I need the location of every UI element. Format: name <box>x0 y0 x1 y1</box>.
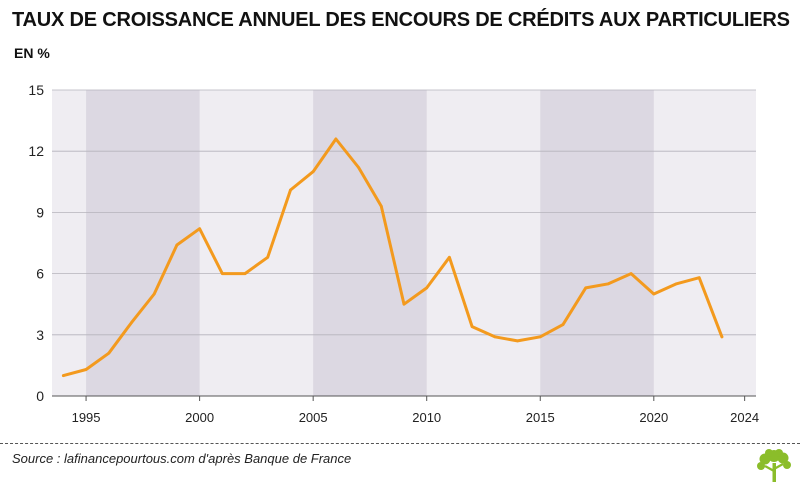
logo-branches <box>764 463 784 472</box>
data-point <box>516 339 519 343</box>
logo-leaf <box>765 449 773 457</box>
data-point <box>607 282 610 286</box>
data-point <box>198 227 201 231</box>
data-point <box>584 286 587 290</box>
line-chart: 0 3 6 9 12 15 1995 2000 2005 2010 2015 2020 2024 <box>28 82 759 425</box>
shaded-period-2 <box>540 90 654 396</box>
x-tick-label: 2000 <box>185 410 214 425</box>
data-point <box>266 255 270 259</box>
logo-leaf <box>783 461 791 469</box>
data-point <box>538 335 542 339</box>
data-point <box>493 335 497 339</box>
x-tick-label: 2005 <box>299 410 328 425</box>
data-point <box>175 243 179 247</box>
data-point <box>652 292 656 296</box>
data-point <box>720 335 724 339</box>
data-point <box>334 137 338 141</box>
data-point <box>357 166 360 169</box>
data-point <box>425 286 429 290</box>
data-point <box>107 351 111 355</box>
data-point <box>221 272 224 275</box>
data-point <box>379 204 383 208</box>
data-point <box>697 276 701 279</box>
y-tick-label: 9 <box>36 204 44 220</box>
data-point <box>130 321 133 324</box>
x-tick-label: 2015 <box>526 410 555 425</box>
chart-title: TAUX DE CROISSANCE ANNUEL DES ENCOURS DE… <box>12 9 790 31</box>
y-tick-label: 0 <box>36 388 44 404</box>
x-tick-label: 2010 <box>412 410 441 425</box>
data-point <box>152 292 156 296</box>
shaded-period-0 <box>86 90 200 396</box>
shaded-period-1 <box>313 90 427 396</box>
data-point <box>62 374 65 377</box>
y-tick-label: 12 <box>28 143 44 159</box>
data-point <box>675 282 678 286</box>
data-point <box>448 255 451 259</box>
data-point <box>311 170 315 173</box>
data-point <box>561 323 565 326</box>
x-tick-label: 2020 <box>639 410 668 425</box>
y-tick-label: 6 <box>36 266 44 282</box>
y-tick-label: 15 <box>28 82 44 98</box>
y-tick-label: 3 <box>36 327 44 343</box>
data-point <box>470 325 474 328</box>
logo-leaf <box>757 462 765 470</box>
footer-divider <box>0 443 800 444</box>
data-point <box>289 188 292 192</box>
data-point <box>243 272 247 275</box>
series-line-0 <box>61 137 724 378</box>
data-point <box>84 368 88 371</box>
data-point <box>629 272 633 275</box>
logo-trunk <box>772 463 776 482</box>
unit-label: EN % <box>14 45 50 61</box>
x-tick-label: 2024 <box>730 410 759 425</box>
tree-logo-icon <box>757 449 791 482</box>
source-note: Source : lafinancepourtous.com d'après B… <box>12 451 352 466</box>
data-point <box>402 302 406 306</box>
x-tick-label: 1995 <box>72 410 101 425</box>
logo-leaf <box>775 449 783 457</box>
